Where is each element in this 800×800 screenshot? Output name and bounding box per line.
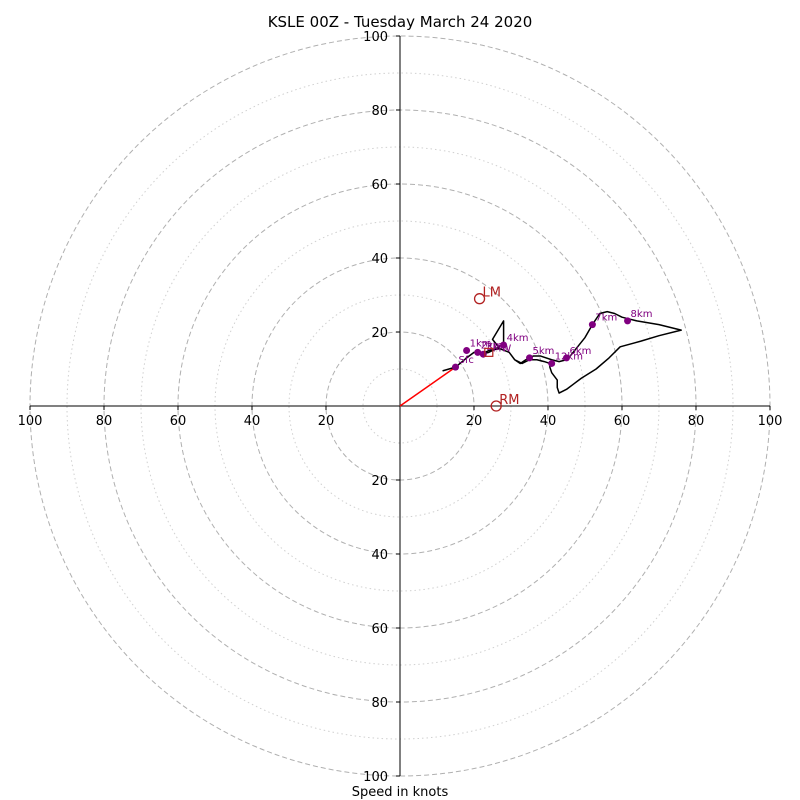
height-marker-label: 3km bbox=[486, 342, 508, 353]
height-marker-dot bbox=[500, 341, 508, 349]
y-tick-label: 80 bbox=[371, 696, 388, 711]
height-marker-dot bbox=[588, 321, 596, 329]
x-tick-label: 60 bbox=[170, 414, 187, 429]
x-tick-label: 80 bbox=[96, 414, 113, 429]
height-marker-label: 4km bbox=[507, 333, 529, 344]
x-tick-label: 20 bbox=[318, 414, 335, 429]
x-axis-label: Speed in knots bbox=[352, 785, 449, 800]
height-marker-dot bbox=[548, 359, 556, 367]
x-tick-label: 20 bbox=[466, 414, 483, 429]
height-marker-label: 1km bbox=[470, 339, 492, 350]
y-tick-label: 80 bbox=[371, 104, 388, 119]
hodograph-trace bbox=[442, 310, 682, 394]
height-marker-label: 12km bbox=[555, 351, 583, 362]
height-marker-dot bbox=[563, 354, 570, 362]
tick-labels: 100 80 60 40 20 20 40 60 80 100 100 80 60 40 20 20 40 60 8… bbox=[18, 30, 783, 785]
height-marker-label: 8km bbox=[631, 309, 653, 320]
height-marker-dot bbox=[526, 354, 533, 362]
height-marker-dot bbox=[474, 348, 482, 356]
storm-motion-label: LM bbox=[483, 286, 501, 301]
storm-motion-label: RM bbox=[499, 393, 519, 408]
x-tick-label: 80 bbox=[688, 414, 705, 429]
height-marker-dot bbox=[463, 347, 471, 354]
x-tick-label: 60 bbox=[614, 414, 631, 429]
height-marker-label: 2km bbox=[481, 340, 503, 351]
storm-motion-marker bbox=[490, 400, 502, 412]
y-tick-label: 40 bbox=[371, 548, 388, 563]
y-tick-label: 100 bbox=[363, 770, 388, 785]
chart-title: KSLE 00Z - Tuesday March 24 2020 bbox=[268, 13, 533, 31]
storm-motion-markers: MW LM RM bbox=[473, 286, 519, 412]
y-tick-label: 100 bbox=[363, 30, 388, 45]
x-tick-label: 40 bbox=[244, 414, 261, 429]
height-marker-label: 5km bbox=[533, 346, 555, 357]
height-marker-label: Sfc bbox=[459, 355, 474, 366]
y-tick-label: 20 bbox=[371, 474, 388, 489]
y-tick-label: 40 bbox=[371, 252, 388, 267]
hodograph-trace-group bbox=[399, 310, 682, 407]
height-marker-dot bbox=[624, 317, 632, 325]
x-tick-label: 100 bbox=[18, 414, 43, 429]
mean-wind-label: MW bbox=[493, 343, 512, 354]
storm-motion-marker bbox=[473, 293, 486, 305]
height-marker-label: 7km bbox=[595, 313, 617, 324]
y-tick-label: 60 bbox=[371, 622, 388, 637]
y-tick-label: 20 bbox=[371, 326, 388, 341]
x-tick-label: 100 bbox=[758, 414, 783, 429]
mean-wind-marker bbox=[484, 347, 494, 357]
y-tick-label: 60 bbox=[371, 178, 388, 193]
shear-vector-line bbox=[399, 366, 456, 407]
height-marker-dot bbox=[452, 363, 459, 371]
height-marker-label: 6km bbox=[570, 346, 592, 357]
x-tick-label: 40 bbox=[540, 414, 557, 429]
